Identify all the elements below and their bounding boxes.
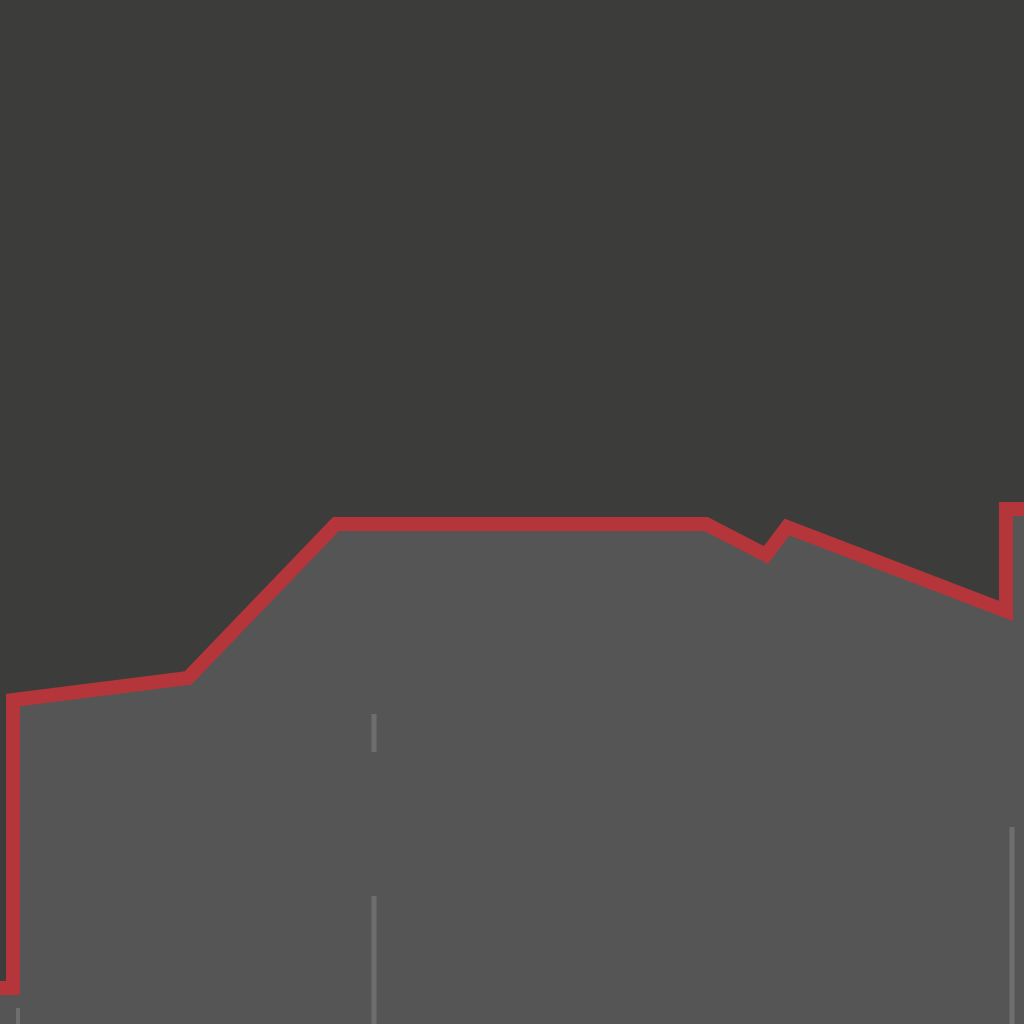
terrain-outline <box>0 502 1024 995</box>
ground-fill <box>0 509 1024 1024</box>
